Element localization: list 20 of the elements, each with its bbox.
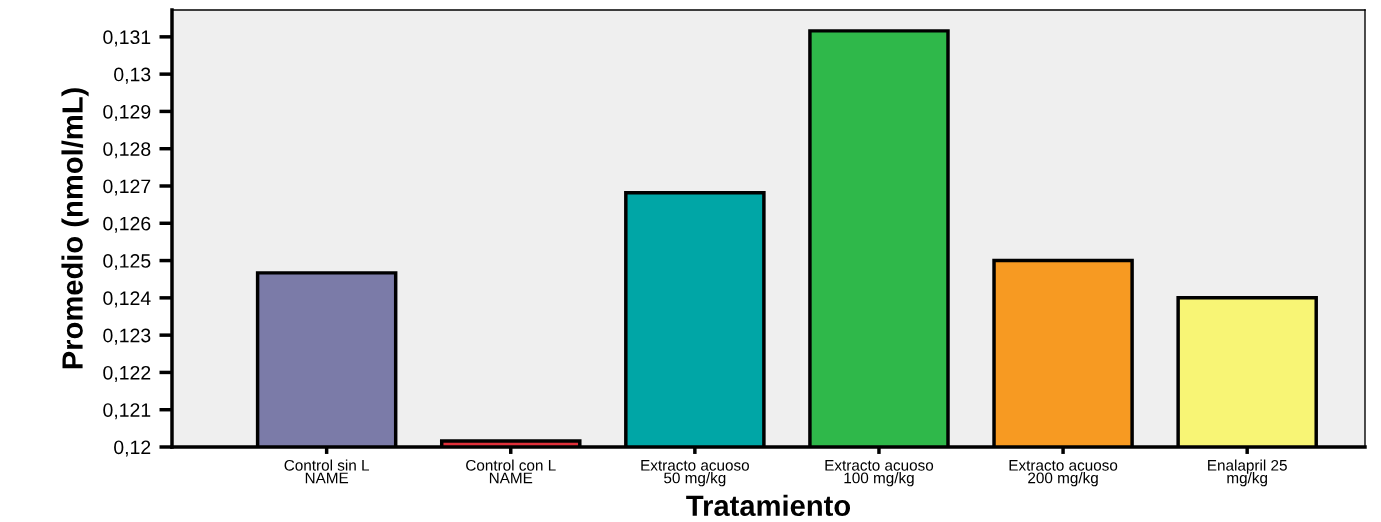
y-tick-label: 0,123	[103, 328, 151, 345]
x-tick-label: Extracto acuoso 100 mg/kg	[825, 460, 934, 487]
y-tick-label: 0,12	[114, 440, 151, 457]
y-tick-label: 0,129	[103, 104, 151, 121]
y-axis-title: Promedio (nmol/mL)	[61, 88, 89, 369]
y-tick-label: 0,13	[114, 67, 151, 84]
x-axis-title: Tratamiento	[686, 494, 851, 517]
x-tick-label: Extracto acuoso 200 mg/kg	[1009, 460, 1118, 487]
y-tick-label: 0,127	[103, 179, 151, 196]
y-tick-label: 0,124	[103, 291, 151, 308]
y-tick-label: 0,122	[103, 365, 151, 382]
y-tick-label: 0,128	[103, 142, 151, 159]
x-tick-label: Control con L NAME	[466, 459, 556, 484]
y-tick-label: 0,125	[103, 254, 151, 271]
x-tick-label: Control sin L NAME	[284, 459, 370, 484]
x-tick-label: Extracto acuoso 50 mg/kg	[641, 460, 749, 487]
y-tick-label: 0,131	[103, 30, 151, 47]
x-tick-label: Enalapril 25 mg/kg	[1208, 459, 1287, 487]
y-tick-label: 0,126	[103, 216, 151, 233]
y-tick-label: 0,121	[103, 403, 151, 420]
